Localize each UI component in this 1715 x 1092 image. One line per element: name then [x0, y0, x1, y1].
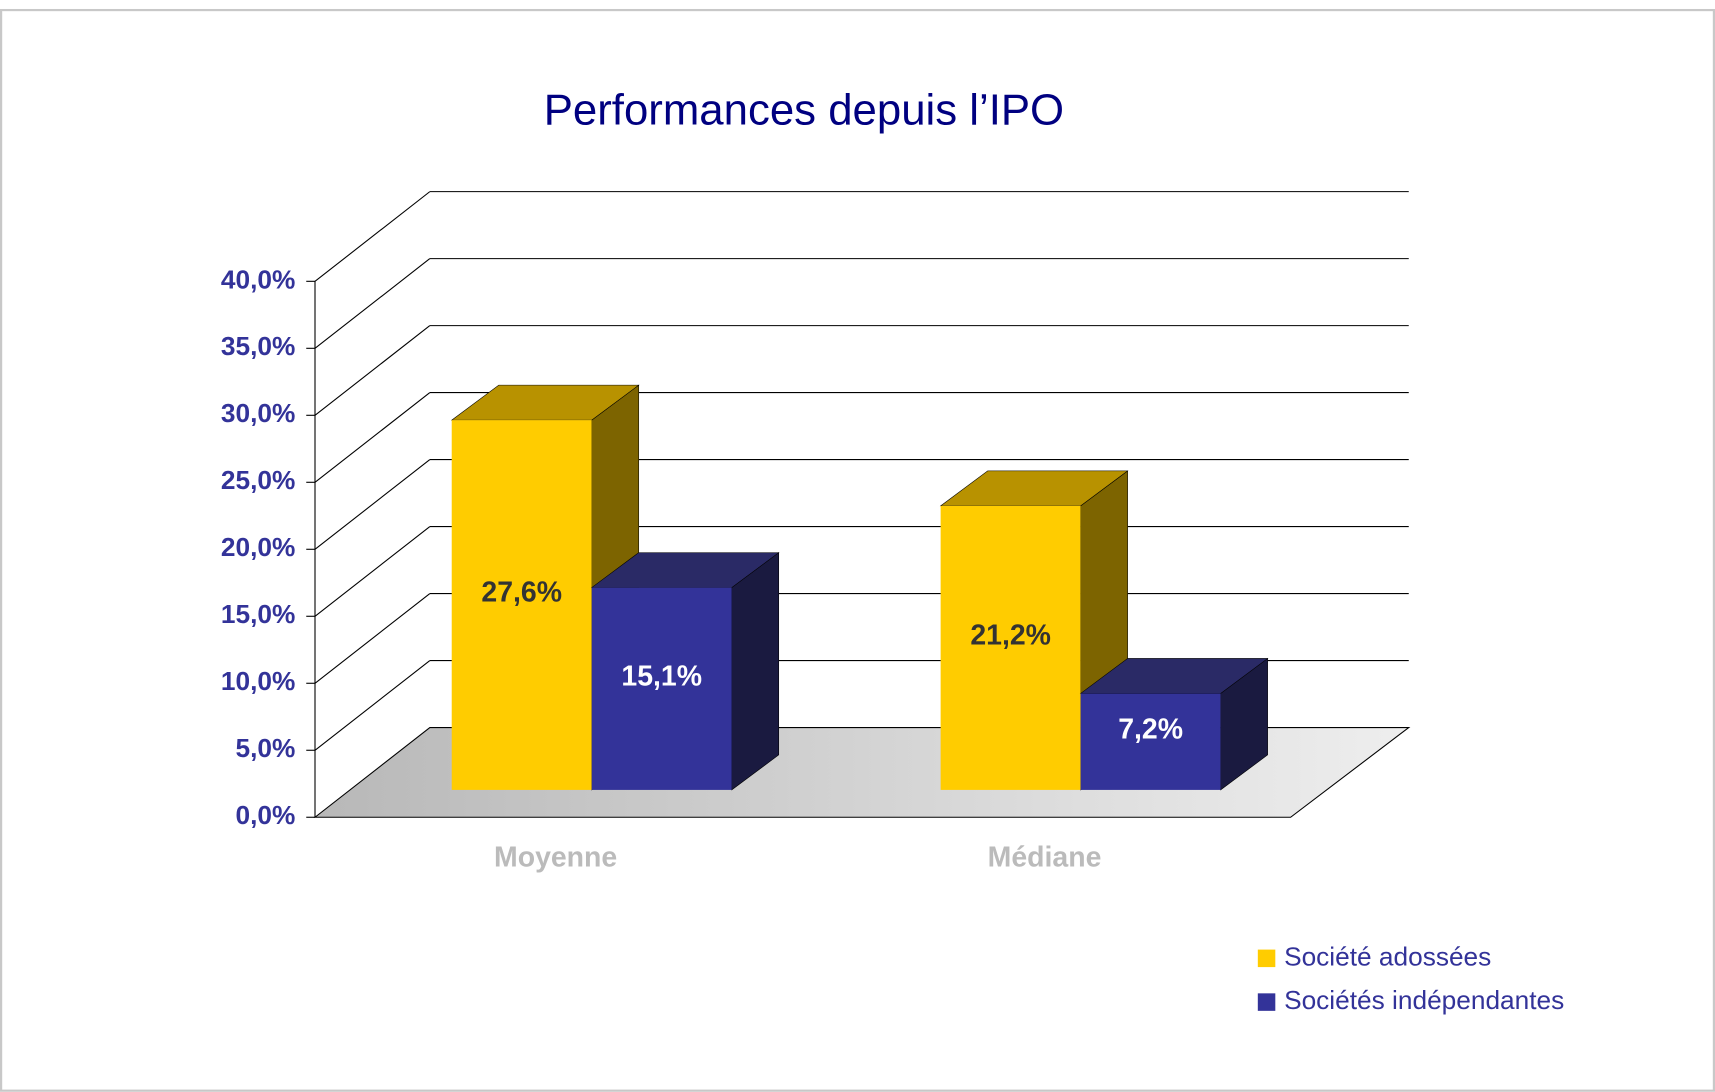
value-label: 7,2% — [1118, 713, 1183, 745]
legend-label: Sociétés indépendantes — [1284, 985, 1564, 1015]
legend-swatch — [1257, 993, 1276, 1011]
value-label: 15,1% — [621, 660, 702, 692]
y-tick-label: 0,0% — [235, 800, 295, 830]
grid-line — [314, 191, 431, 282]
bar — [940, 505, 1081, 790]
y-tick-label: 15,0% — [221, 599, 295, 629]
chart-title: Performances depuis l’IPO — [544, 85, 1064, 134]
y-tick-label: 40,0% — [221, 264, 295, 294]
x-tick-label: Médiane — [988, 841, 1102, 873]
y-tick-label: 25,0% — [221, 465, 295, 495]
bar — [451, 420, 592, 790]
grid-line — [314, 459, 431, 550]
grid-line — [314, 593, 431, 684]
value-label: 27,6% — [481, 577, 562, 609]
bar — [591, 587, 732, 790]
legend-label: Société adossées — [1284, 941, 1491, 971]
x-tick-label: Moyenne — [494, 841, 617, 873]
y-tick-label: 20,0% — [221, 532, 295, 562]
grid-line — [314, 660, 431, 751]
bar-side — [731, 552, 780, 791]
y-tick-label: 10,0% — [221, 666, 295, 696]
grid-line — [314, 526, 431, 617]
frame — [0, 8, 1715, 1092]
y-tick-label: 5,0% — [235, 733, 295, 763]
value-label: 21,2% — [970, 619, 1051, 651]
grid-line — [314, 392, 431, 483]
grid-line — [314, 258, 431, 349]
legend-swatch — [1257, 949, 1276, 968]
bar — [1080, 693, 1221, 790]
y-tick-label: 35,0% — [221, 331, 295, 361]
grid-line — [314, 325, 431, 416]
y-tick-label: 30,0% — [221, 398, 295, 428]
